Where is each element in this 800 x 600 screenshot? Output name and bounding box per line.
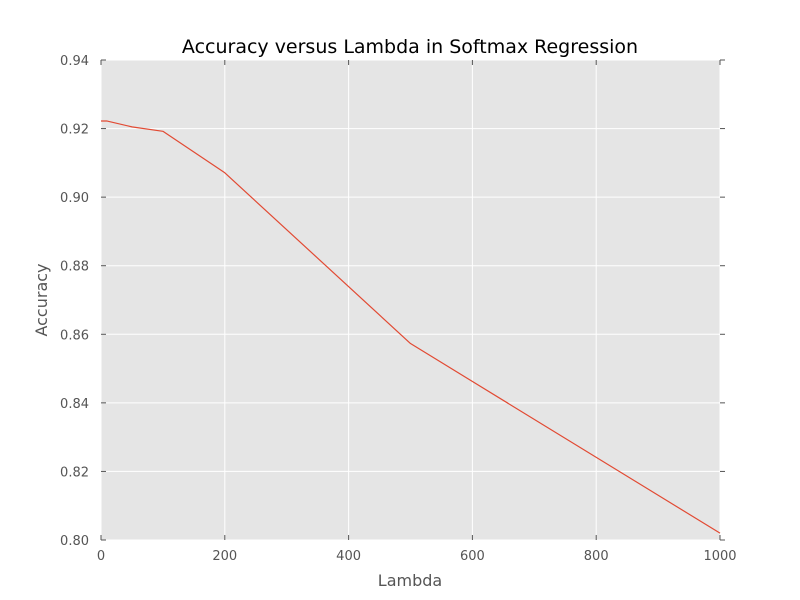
chart-title: Accuracy versus Lambda in Softmax Regres… [182, 36, 638, 58]
x-tick-label: 1000 [703, 549, 736, 564]
x-tick-label: 0 [97, 549, 105, 564]
y-tick-label: 0.90 [60, 191, 89, 206]
y-tick-label: 0.80 [60, 534, 89, 549]
x-tick-label: 400 [336, 549, 361, 564]
x-axis-label: Lambda [378, 571, 442, 590]
y-tick-label: 0.82 [60, 465, 89, 480]
y-tick-label: 0.84 [60, 397, 89, 412]
grid-lines [100, 59, 721, 541]
x-tick-label: 200 [212, 549, 237, 564]
y-axis-label: Accuracy [32, 263, 51, 336]
y-tick-label: 0.94 [60, 54, 89, 69]
y-tick-label: 0.88 [60, 260, 89, 275]
y-tick-label: 0.92 [60, 123, 89, 138]
plot-area [101, 60, 720, 540]
x-tick-label: 800 [584, 549, 609, 564]
x-tick-label: 600 [460, 549, 485, 564]
series-line [101, 120, 721, 534]
y-tick-label: 0.86 [60, 328, 89, 343]
axis-ticks: 0 200 400 600 800 1000 0.80 0.82 0.84 0.86 0.88 0.9… [60, 54, 737, 564]
series-layer [101, 120, 721, 534]
